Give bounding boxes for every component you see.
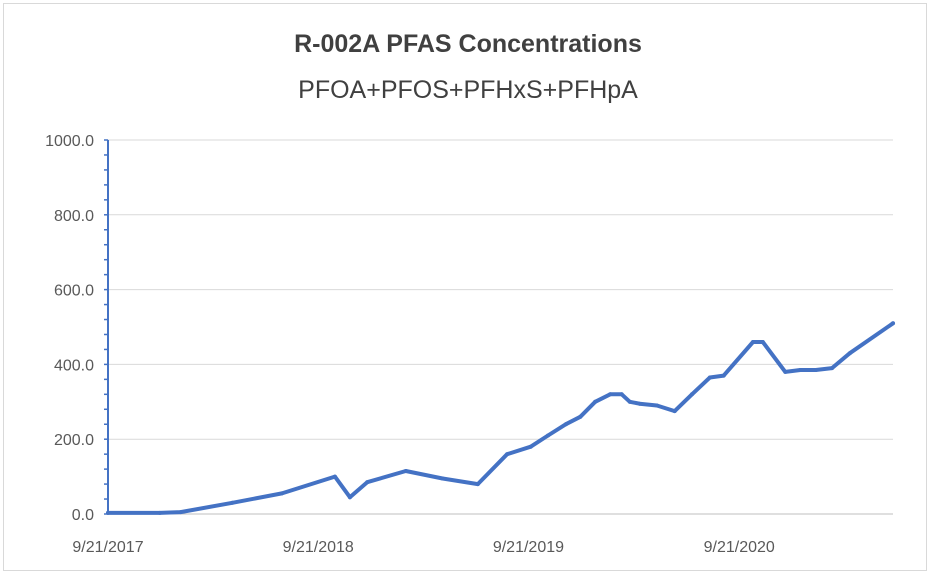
data-point	[347, 495, 352, 500]
data-point	[672, 409, 677, 414]
y-tick-label: 0.0	[72, 507, 94, 524]
data-point	[847, 351, 852, 356]
data-point	[279, 491, 284, 496]
x-tick-label: 9/21/2020	[704, 539, 775, 556]
data-point	[751, 340, 755, 344]
y-axis: 0.0 200.0 400.0 600.0 800.0 1000.0	[45, 133, 109, 524]
data-point	[608, 392, 613, 397]
x-tick-label: 9/21/2018	[283, 539, 354, 556]
data-point	[546, 433, 550, 438]
data-point	[230, 500, 235, 505]
data-point	[813, 368, 818, 372]
data-point	[505, 452, 510, 457]
y-tick-label: 1000.0	[45, 133, 94, 150]
y-tick-label: 400.0	[54, 357, 94, 374]
data-point	[528, 444, 533, 449]
data-point	[654, 403, 659, 408]
data-point	[798, 368, 803, 372]
data-point	[157, 510, 162, 515]
data-point	[760, 340, 765, 344]
series-line	[106, 321, 895, 515]
data-point	[178, 510, 183, 515]
x-tick-label: 9/21/2017	[72, 539, 143, 556]
y-tick-label: 200.0	[54, 432, 94, 449]
data-point	[440, 476, 445, 481]
data-point	[403, 469, 408, 473]
data-point	[332, 474, 337, 479]
data-point	[891, 321, 895, 326]
data-point	[783, 369, 788, 374]
y-tick-label: 800.0	[54, 208, 94, 225]
data-point	[707, 375, 712, 380]
data-point	[475, 482, 480, 487]
x-axis: 9/21/2017 9/21/2018 9/21/2019 9/21/2020	[72, 513, 893, 556]
data-point	[627, 399, 632, 404]
data-point	[106, 510, 110, 515]
data-point	[563, 422, 568, 427]
data-point	[637, 401, 642, 406]
gridlines	[108, 139, 893, 515]
data-point	[721, 373, 726, 378]
data-point	[593, 399, 598, 404]
data-point	[578, 414, 583, 419]
y-tick-label: 600.0	[54, 283, 94, 300]
data-point	[830, 366, 834, 371]
chart-subtitle: PFOA+PFOS+PFHxS+PFHpA	[298, 76, 638, 104]
data-point	[365, 480, 370, 485]
chart-title: R-002A PFAS Concentrations	[294, 30, 642, 58]
chart-frame	[3, 3, 927, 571]
data-point	[690, 392, 694, 397]
x-tick-label: 9/21/2019	[493, 539, 564, 556]
plot-area	[106, 321, 895, 515]
data-point	[619, 392, 624, 397]
